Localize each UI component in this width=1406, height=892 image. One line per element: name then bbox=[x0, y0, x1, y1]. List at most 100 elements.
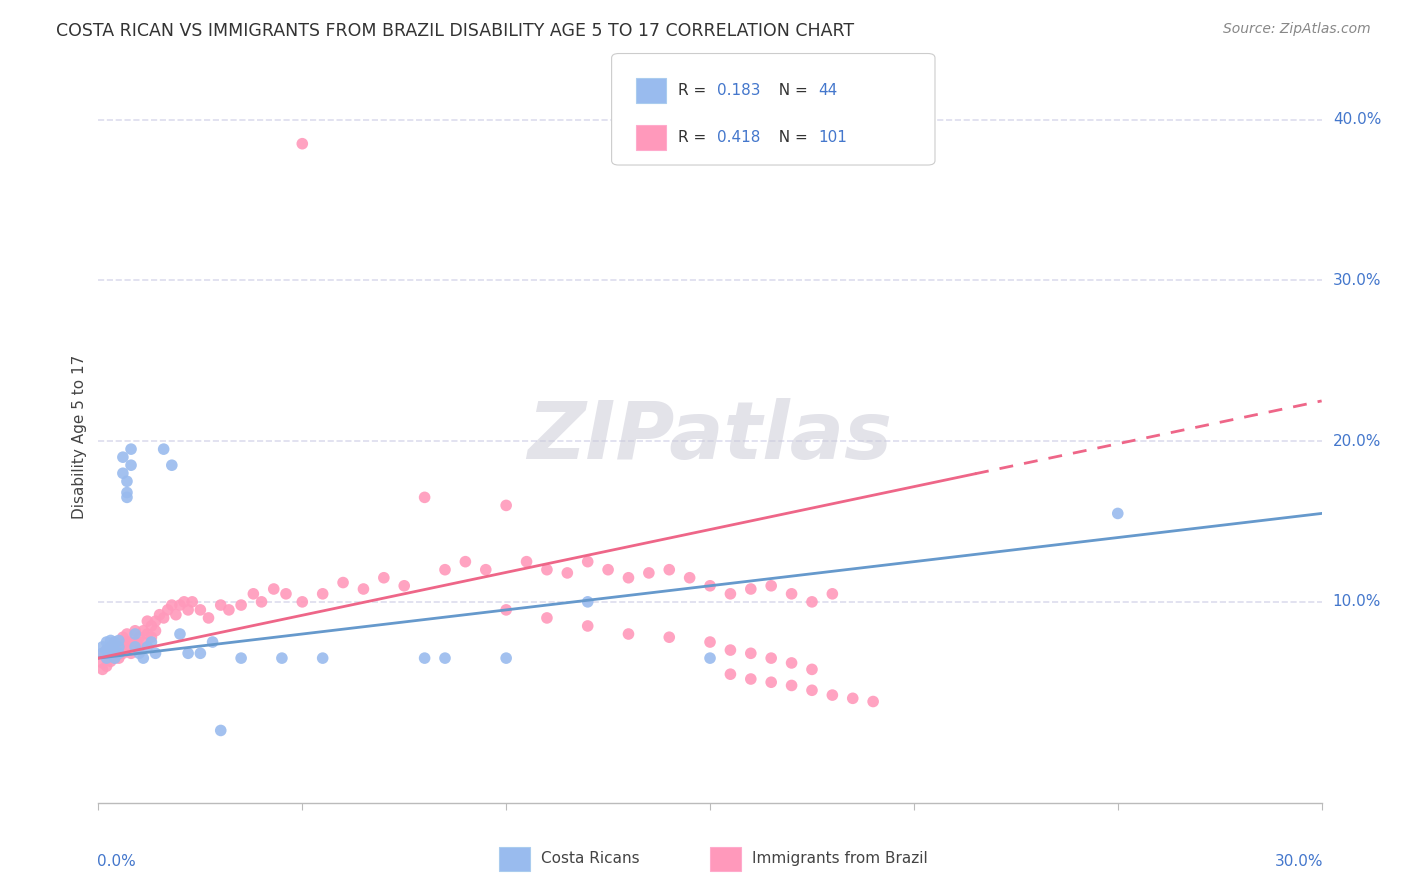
Point bbox=[124, 624, 146, 638]
Point bbox=[111, 646, 134, 660]
Point bbox=[274, 587, 297, 601]
Point bbox=[108, 633, 131, 648]
Point bbox=[165, 607, 187, 622]
Point bbox=[100, 640, 122, 654]
Text: 0.418: 0.418 bbox=[717, 130, 761, 145]
Point bbox=[91, 646, 114, 660]
Point bbox=[1107, 507, 1129, 521]
Point bbox=[821, 688, 844, 702]
Point bbox=[124, 627, 146, 641]
Point bbox=[100, 654, 122, 668]
Point bbox=[108, 640, 131, 654]
Point bbox=[128, 646, 150, 660]
Point bbox=[780, 678, 803, 692]
Point bbox=[96, 643, 118, 657]
Point bbox=[312, 651, 335, 665]
Point bbox=[128, 630, 150, 644]
Text: Costa Ricans: Costa Ricans bbox=[541, 852, 640, 866]
Point bbox=[115, 485, 138, 500]
Point bbox=[108, 651, 131, 665]
Point bbox=[152, 442, 174, 457]
Point bbox=[169, 627, 191, 641]
Point bbox=[617, 627, 640, 641]
Point bbox=[91, 656, 114, 670]
Point bbox=[291, 136, 314, 151]
Text: 10.0%: 10.0% bbox=[1333, 594, 1381, 609]
Point bbox=[145, 614, 167, 628]
Point bbox=[263, 582, 285, 596]
Point bbox=[231, 651, 253, 665]
Point bbox=[516, 555, 538, 569]
Y-axis label: Disability Age 5 to 17: Disability Age 5 to 17 bbox=[72, 355, 87, 519]
Text: 30.0%: 30.0% bbox=[1333, 273, 1381, 288]
Point bbox=[699, 579, 721, 593]
Point bbox=[149, 607, 172, 622]
Point bbox=[177, 603, 200, 617]
Point bbox=[115, 635, 138, 649]
Point bbox=[141, 619, 163, 633]
Point bbox=[413, 491, 436, 505]
Point bbox=[536, 611, 558, 625]
Point bbox=[136, 627, 159, 641]
Point bbox=[132, 624, 155, 638]
Point bbox=[124, 635, 146, 649]
Point bbox=[291, 595, 314, 609]
Point bbox=[761, 579, 783, 593]
Point bbox=[495, 499, 517, 513]
Point bbox=[392, 579, 416, 593]
Point bbox=[100, 640, 122, 654]
Point bbox=[188, 603, 212, 617]
Point bbox=[598, 563, 620, 577]
Text: N =: N = bbox=[769, 130, 813, 145]
Point bbox=[821, 587, 844, 601]
Point bbox=[617, 571, 640, 585]
Point bbox=[132, 651, 155, 665]
Point bbox=[454, 555, 477, 569]
Point bbox=[801, 595, 824, 609]
Point bbox=[231, 598, 253, 612]
Point bbox=[434, 563, 457, 577]
Point bbox=[91, 640, 114, 654]
Point bbox=[761, 651, 783, 665]
Point bbox=[108, 646, 131, 660]
Point bbox=[434, 651, 457, 665]
Point bbox=[576, 555, 599, 569]
Point bbox=[718, 587, 742, 601]
Point bbox=[115, 627, 138, 641]
Point bbox=[104, 635, 127, 649]
Point bbox=[115, 491, 138, 505]
Text: Immigrants from Brazil: Immigrants from Brazil bbox=[752, 852, 928, 866]
Point bbox=[100, 646, 122, 660]
Point bbox=[740, 646, 762, 660]
Point bbox=[96, 651, 118, 665]
Point bbox=[474, 563, 498, 577]
Point bbox=[100, 633, 122, 648]
Point bbox=[104, 643, 127, 657]
Point bbox=[96, 643, 118, 657]
Point bbox=[242, 587, 264, 601]
Point bbox=[495, 651, 517, 665]
Point bbox=[108, 640, 131, 654]
Point bbox=[181, 595, 204, 609]
Point bbox=[128, 640, 150, 654]
Point bbox=[111, 638, 134, 652]
Point bbox=[862, 694, 884, 708]
Point bbox=[91, 662, 114, 676]
Point bbox=[177, 646, 200, 660]
Text: Source: ZipAtlas.com: Source: ZipAtlas.com bbox=[1223, 22, 1371, 37]
Text: 40.0%: 40.0% bbox=[1333, 112, 1381, 127]
Point bbox=[740, 582, 762, 596]
Point bbox=[120, 458, 142, 473]
Point bbox=[104, 635, 127, 649]
Point bbox=[124, 640, 146, 654]
Point bbox=[160, 458, 183, 473]
Point bbox=[115, 640, 138, 654]
Point bbox=[801, 683, 824, 698]
Point bbox=[104, 651, 127, 665]
Text: 101: 101 bbox=[818, 130, 848, 145]
Point bbox=[96, 635, 118, 649]
Point bbox=[718, 667, 742, 681]
Point bbox=[658, 563, 681, 577]
Point bbox=[173, 595, 195, 609]
Point bbox=[801, 662, 824, 676]
